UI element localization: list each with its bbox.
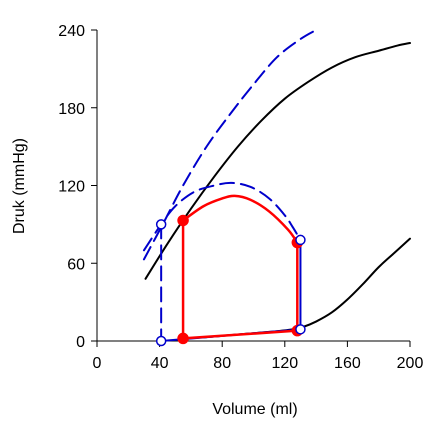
y-axis-title: Druk (mmHg): [11, 138, 28, 234]
red-point-marker: [177, 332, 189, 345]
x-tick-label: 160: [334, 355, 361, 372]
series-line-blue-dashed: [142, 181, 302, 252]
y-tick-label: 0: [76, 334, 85, 351]
blue-point-marker: [295, 324, 306, 335]
axes: 0 40 80 120 160 200 0 60 120 180 240: [58, 23, 423, 372]
y-tick-label: 180: [58, 101, 85, 118]
y-tick-label: 60: [67, 256, 85, 273]
curves: [142, 29, 411, 342]
series-line-black-solid: [144, 41, 411, 280]
x-tick-label: 40: [151, 355, 169, 372]
x-tick-label: 120: [271, 355, 298, 372]
x-tick-label: 0: [93, 355, 102, 372]
blue-point-marker: [155, 335, 167, 347]
blue-point-marker: [295, 234, 306, 246]
x-tick-label: 80: [213, 355, 231, 372]
y-tick-label: 120: [58, 179, 85, 196]
series-line-red-solid: [181, 194, 299, 340]
y-tick-label: 240: [58, 23, 85, 40]
x-axis-title: Volume (ml): [212, 401, 297, 418]
x-tick-label: 200: [397, 355, 424, 372]
red-point-marker: [177, 214, 189, 227]
blue-point-marker: [155, 219, 167, 230]
markers: [155, 214, 306, 347]
